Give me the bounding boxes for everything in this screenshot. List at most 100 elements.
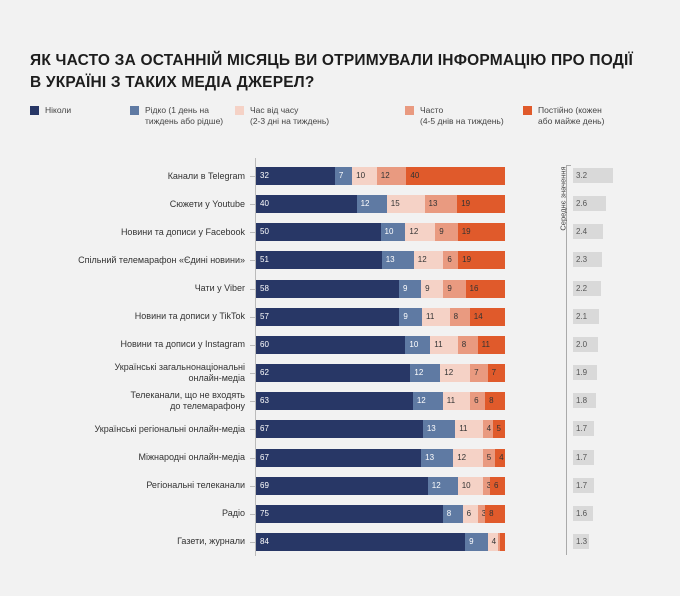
category-label: Радіо [222,508,245,519]
legend: Ніколи Рідко (1 день на тиждень або рідше… [30,105,650,135]
axis-tick [250,176,255,177]
legend-swatch [523,106,532,115]
bar-segment: 5 [482,448,496,467]
category-label: Новини та дописи у Instagram [120,339,245,350]
mean-value-bar: 2.1 [573,308,600,324]
bar-segment: 6 [443,251,459,270]
category-label: Регіональні телеканали [146,480,245,491]
bar-segment: 10 [457,476,483,495]
bar-segment: 12 [453,448,483,467]
bar-segment: 4 [487,532,498,551]
mean-axis-cap [566,165,571,166]
bar-segment: 50 [256,223,381,242]
category-axis [255,158,256,556]
bar-segment: 8 [485,392,505,411]
category-label: Новини та дописи у TikTok [134,311,245,322]
bar-segment: 12 [440,364,471,383]
bar-segment: 58 [256,279,399,298]
axis-tick [250,260,255,262]
legend-swatch [405,106,414,115]
bar-segment: 10 [380,223,406,242]
bar-segment: 3 [477,504,486,523]
bar-segment: 12 [356,195,387,214]
category-label: Чати у Viber [194,283,245,294]
bar-segment: 14 [469,307,505,326]
mean-value-bar: 1.6 [573,505,593,521]
bar-segment: 11 [455,420,483,439]
legend-item: Ніколи [30,105,71,116]
bar-segment: 6 [470,392,486,411]
bar-segment: 9 [399,307,422,326]
bar-segment: 11 [430,335,458,354]
bar-segment: 9 [435,223,458,242]
category-label: Газети, журнали [177,536,245,547]
bar-segment: 11 [477,335,505,354]
category-label: Телеканали, що не входять до телемарафон… [130,390,245,412]
legend-swatch [130,106,139,115]
axis-tick [250,316,255,318]
bar-segment: 7 [487,364,505,383]
legend-label: Ніколи [45,105,72,115]
bar-segment: 13 [381,251,414,270]
bar-segment: 13 [421,448,454,467]
bar-segment: 4 [495,448,505,467]
bar-segment: 8 [457,335,478,354]
bar-segment: 12 [376,167,407,185]
legend-item: Час від часу (2-3 дні на тиждень) [235,105,329,127]
bar-segment: 67 [256,448,422,467]
bar-segment: 51 [256,251,382,270]
axis-tick [250,541,255,543]
mean-value-bar: 1.9 [573,365,597,381]
bar-segment: 9 [443,279,466,298]
axis-tick [250,288,255,290]
mean-value-bar: 2.4 [573,224,603,240]
bar-segment: 9 [398,279,422,298]
bar-segment: 11 [422,307,450,326]
bar-segment: 19 [458,251,505,270]
legend-swatch [30,106,39,115]
mean-value-bar: 1.3 [573,533,590,549]
bar-segment: 19 [457,223,505,242]
category-label: Українські регіональні онлайн-медіа [94,423,245,434]
bar-segment: 8 [442,504,463,523]
axis-tick [250,232,255,234]
bar-segment: 13 [424,195,458,214]
mean-axis [566,165,567,555]
mean-value-bar: 2.3 [573,252,602,268]
mean-value-bar: 1.7 [573,421,595,437]
bar-segment: 67 [256,420,423,439]
bar-segment: 4 [482,420,493,439]
legend-label: Рідко (1 день на тиждень або рідше) [145,105,224,126]
legend-label: Часто (4-5 днів на тиждень) [420,105,504,126]
bar-segment: 12 [412,392,443,411]
chart-title: ЯК ЧАСТО ЗА ОСТАННІЙ МІСЯЦЬ ВИ ОТРИМУВАЛ… [30,52,634,91]
bar-segment: 84 [256,532,466,551]
bar-segment: 7 [470,364,488,383]
bar-segment: 69 [256,476,428,495]
bar-segment: 9 [465,532,488,551]
axis-tick [250,513,255,515]
category-label: Міжнародні онлайн-медіа [138,452,245,462]
bar-segment: 12 [405,223,436,242]
legend-label: Постійно (кожен або майже день) [538,105,605,126]
bar-segment: 16 [465,279,505,298]
mean-value-bar: 1.7 [573,449,595,465]
bar-segment: 7 [334,167,353,185]
bar-segment: 62 [256,364,411,383]
axis-tick [250,429,255,431]
category-label: Канали в Telegram [167,170,245,181]
bar-segment: 12 [427,476,458,495]
axis-tick [250,344,255,346]
axis-tick [250,401,255,403]
bar-segment: 9 [421,279,444,298]
mean-value-bar: 3.2 [573,168,613,183]
mean-value-bar: 1.8 [573,393,596,409]
bar-segment: 40 [406,167,505,185]
bar-segment: 5 [492,420,505,439]
axis-tick [250,373,255,375]
mean-value-bar: 2.0 [573,336,598,352]
bar-segment: 60 [256,335,406,354]
bar-segment: 13 [422,420,456,439]
mean-value-bar: 1.7 [573,477,595,493]
bar-segment: 12 [410,364,441,383]
